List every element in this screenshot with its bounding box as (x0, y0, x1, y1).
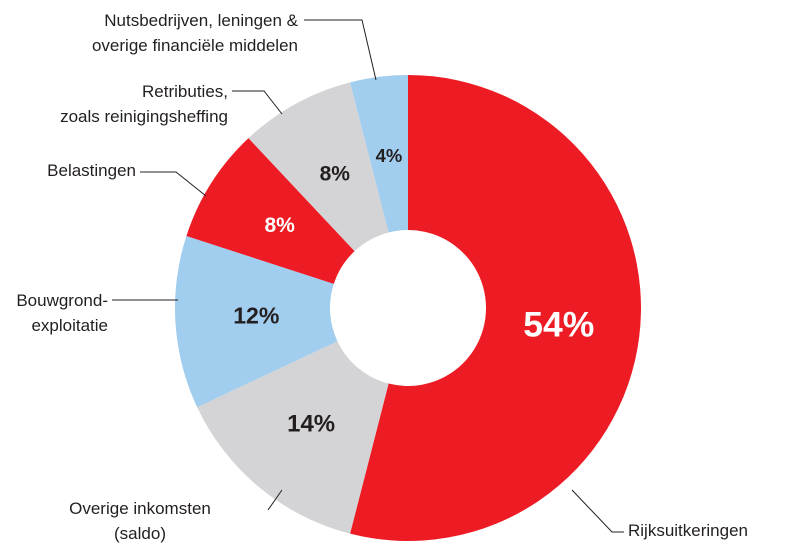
leader-line (232, 90, 283, 115)
category-label-line: overige financiële middelen (92, 36, 298, 55)
category-label-line: Overige inkomsten (69, 499, 211, 518)
category-label: Belastingen (47, 161, 136, 180)
leader-line (140, 171, 207, 197)
donut-slice (175, 235, 338, 408)
category-label-line: Belastingen (47, 161, 136, 180)
category-label-line: Retributies, (142, 82, 228, 101)
donut-slice (248, 82, 389, 252)
donut-slice (186, 138, 355, 284)
value-label: 8% (320, 162, 351, 185)
category-label-line: zoals reinigingsheffing (60, 107, 228, 126)
category-label: Rijksuitkeringen (628, 521, 748, 540)
donut-slice (197, 341, 389, 534)
donut-slice (350, 75, 642, 541)
category-label-line: exploitatie (31, 316, 108, 335)
leader-line (267, 489, 283, 511)
value-label: 54% (523, 304, 594, 344)
value-label: 12% (233, 303, 279, 329)
category-label-line: Nutsbedrijven, leningen & (104, 11, 298, 30)
leader-line (571, 489, 624, 533)
category-label: Retributies, zoals reinigingsheffing (60, 82, 228, 126)
value-label: 8% (264, 214, 295, 237)
value-label: 14% (287, 410, 335, 437)
value-label: 4% (376, 145, 403, 166)
category-label-line: Bouwgrond- (16, 291, 108, 310)
category-label: Bouwgrond-exploitatie (16, 291, 108, 335)
category-label: Overige inkomsten (saldo) (69, 499, 211, 543)
donut-slice (350, 75, 408, 233)
category-label-line: (saldo) (114, 524, 166, 543)
category-label-line: Rijksuitkeringen (628, 521, 748, 540)
leader-line (304, 19, 377, 81)
category-label: Nutsbedrijven, leningen & overige financi… (92, 11, 299, 55)
